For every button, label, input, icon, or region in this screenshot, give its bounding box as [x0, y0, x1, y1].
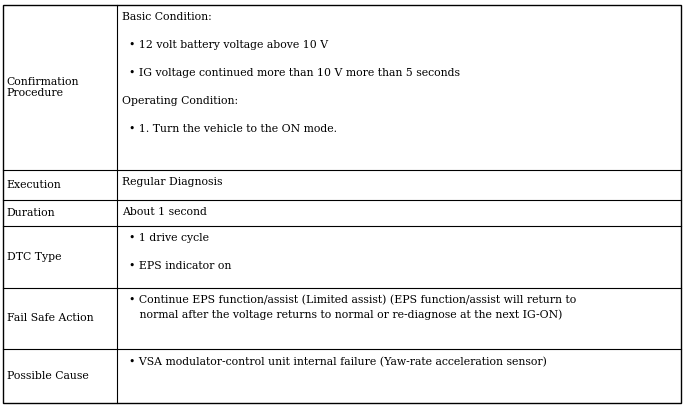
Text: Fail Safe Action: Fail Safe Action — [7, 313, 94, 323]
Text: Confirmation
Procedure: Confirmation Procedure — [7, 77, 79, 98]
Text: Possible Cause: Possible Cause — [7, 371, 89, 381]
Text: About 1 second: About 1 second — [122, 207, 207, 217]
Text: DTC Type: DTC Type — [7, 252, 62, 262]
Text: • 1 drive cycle

  • EPS indicator on: • 1 drive cycle • EPS indicator on — [122, 233, 231, 271]
Text: • VSA modulator-control unit internal failure (Yaw-rate acceleration sensor): • VSA modulator-control unit internal fa… — [122, 356, 547, 367]
Text: Duration: Duration — [7, 208, 55, 218]
Text: • Continue EPS function/assist (Limited assist) (EPS function/assist will return: • Continue EPS function/assist (Limited … — [122, 295, 576, 320]
Text: Regular Diagnosis: Regular Diagnosis — [122, 177, 222, 188]
Text: Basic Condition:

  • 12 volt battery voltage above 10 V

  • IG voltage continu: Basic Condition: • 12 volt battery volta… — [122, 12, 460, 134]
Text: Execution: Execution — [7, 180, 62, 190]
